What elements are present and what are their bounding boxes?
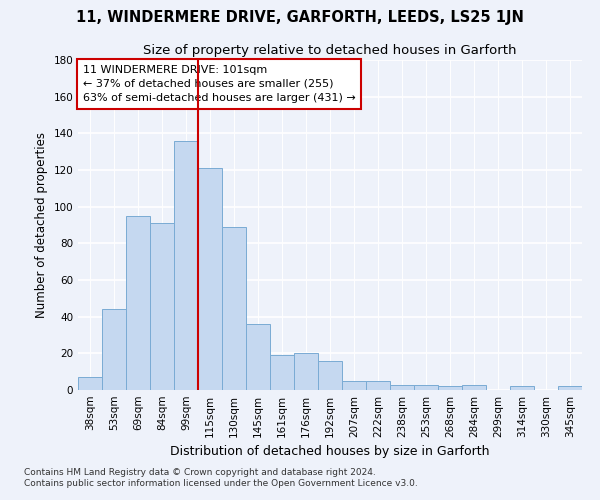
Bar (414, 384, 438, 390)
Bar (390, 384, 414, 390)
Bar (78, 377, 102, 390)
Bar (246, 324, 270, 390)
Title: Size of property relative to detached houses in Garforth: Size of property relative to detached ho… (143, 44, 517, 58)
Text: 11 WINDERMERE DRIVE: 101sqm
← 37% of detached houses are smaller (255)
63% of se: 11 WINDERMERE DRIVE: 101sqm ← 37% of det… (83, 65, 356, 103)
X-axis label: Distribution of detached houses by size in Garforth: Distribution of detached houses by size … (170, 446, 490, 458)
Bar (342, 381, 366, 390)
Bar (150, 223, 174, 390)
Bar (174, 140, 198, 390)
Bar (318, 360, 342, 390)
Bar (462, 384, 486, 390)
Bar (198, 168, 222, 390)
Bar (366, 381, 390, 390)
Text: 11, WINDERMERE DRIVE, GARFORTH, LEEDS, LS25 1JN: 11, WINDERMERE DRIVE, GARFORTH, LEEDS, L… (76, 10, 524, 25)
Bar (222, 227, 246, 390)
Bar (438, 386, 462, 390)
Bar (510, 386, 534, 390)
Y-axis label: Number of detached properties: Number of detached properties (35, 132, 48, 318)
Bar (558, 386, 582, 390)
Bar (294, 354, 318, 390)
Bar (126, 216, 150, 390)
Text: Contains HM Land Registry data © Crown copyright and database right 2024.
Contai: Contains HM Land Registry data © Crown c… (24, 468, 418, 487)
Bar (102, 310, 126, 390)
Bar (270, 355, 294, 390)
